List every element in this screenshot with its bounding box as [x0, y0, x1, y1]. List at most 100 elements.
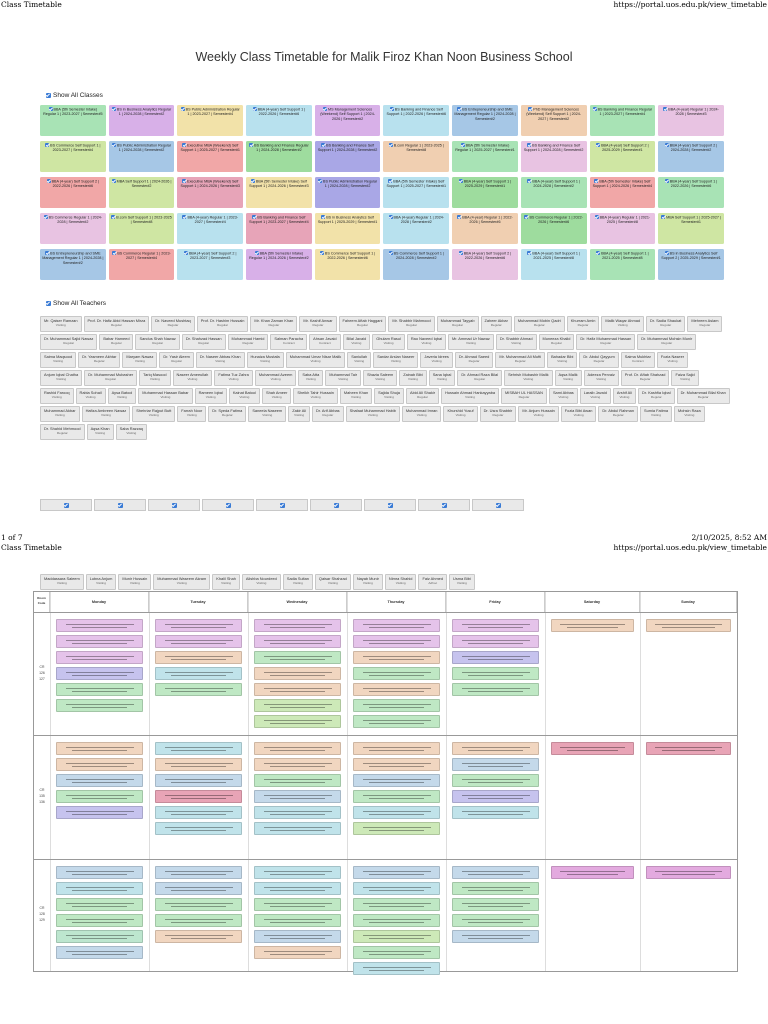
checkbox-icon[interactable] [183, 251, 188, 255]
checkbox-icon[interactable] [387, 503, 393, 508]
teacher-item[interactable]: Zakir Ali Visiting [288, 406, 311, 422]
teacher-item[interactable]: Saima Maqsood Visiting [40, 352, 77, 368]
teacher-item[interactable]: Kainat Batool Visiting [228, 388, 260, 404]
timetable-slot[interactable] [155, 758, 242, 771]
teacher-item[interactable]: Saba Razzaq Visiting [115, 424, 147, 440]
class-item[interactable]: BS Commerce Regular 1 | 2023-2027 | Seme… [108, 249, 175, 280]
class-item[interactable]: BS Commerce Regular 1 | 2022-2026 | Seme… [520, 213, 587, 244]
timetable-slot[interactable] [353, 882, 440, 895]
teacher-item[interactable]: Ahsan Javaid Contract [309, 334, 341, 350]
class-item[interactable]: PhD Management Sciences (Weekend) Self S… [520, 105, 587, 136]
timetable-slot[interactable] [56, 790, 143, 803]
timetable-slot[interactable] [452, 667, 539, 680]
timetable-slot[interactable] [353, 699, 440, 712]
timetable-slot[interactable] [646, 619, 731, 632]
class-item[interactable]: B.com Regular 1 | 2023-2025 | Semester#8 [383, 141, 450, 172]
teacher-item[interactable]: Rameen Iqbal Visiting [194, 388, 227, 404]
checkbox-icon[interactable] [46, 301, 51, 306]
class-item[interactable]: BBA (4-year) Self Support 2 | 2023-2027 … [177, 249, 244, 280]
timetable-slot[interactable] [353, 930, 440, 943]
class-item[interactable]: BS Public Administration Regular 1 | 202… [314, 177, 381, 208]
checkbox-icon[interactable] [252, 107, 257, 111]
teacher-item[interactable]: Aqsa Malik Visiting [554, 370, 582, 386]
checkbox-icon[interactable] [112, 251, 117, 255]
timetable-slot[interactable] [452, 898, 539, 911]
checkbox-icon[interactable] [111, 107, 116, 111]
timetable-slot[interactable] [56, 758, 143, 771]
class-item[interactable]: BBA (4-year) Self Support 2 | 2022-2026 … [452, 249, 518, 280]
timetable-slot[interactable] [452, 742, 539, 755]
checkbox-icon[interactable] [388, 179, 393, 183]
timetable-slot[interactable] [353, 790, 440, 803]
checkbox-icon[interactable] [594, 215, 599, 219]
class-item[interactable]: BS Banking and Finance Self Support 1 | … [246, 213, 312, 244]
class-item[interactable]: BBA (5th Semester Intake) Self Support 1… [383, 177, 450, 208]
class-item[interactable]: BBA (4-year) Self Support 1 | 2021-2025 … [520, 249, 587, 280]
teacher-item[interactable]: Muhammad Azeem Visiting [254, 370, 297, 386]
timetable-slot[interactable] [155, 914, 242, 927]
timetable-slot[interactable] [353, 946, 440, 959]
timetable-slot[interactable] [353, 806, 440, 819]
checkbox-icon[interactable] [527, 179, 532, 183]
checkbox-icon[interactable] [111, 179, 116, 183]
class-item[interactable]: BBA (5th Semester Intake) Regular 1 | 20… [452, 141, 518, 172]
timetable-slot[interactable] [254, 914, 341, 927]
teacher-item[interactable]: Fatima Tuz Zahra Visiting [214, 370, 253, 386]
class-item[interactable]: BBA (4-year) Regular 1 | 2023-2027 | Sem… [177, 213, 244, 244]
class-item[interactable]: BS Public Administration Regular 1 | 202… [177, 105, 244, 136]
checkbox-icon[interactable] [319, 251, 324, 255]
teacher-item[interactable]: Arshif Ali Visiting [612, 388, 637, 404]
class-item[interactable]: BS Commerce Self Support 1 | 2024-2028 |… [383, 249, 450, 280]
timetable-slot[interactable] [155, 806, 242, 819]
timetable-slot[interactable] [452, 806, 539, 819]
show-all-classes-toggle[interactable]: Show All Classes [46, 92, 103, 99]
class-item[interactable]: BBA (4-year) Self Support 2 | 2022-2026 … [40, 177, 106, 208]
timetable-slot[interactable] [353, 822, 440, 835]
checkbox-icon[interactable] [225, 503, 231, 508]
checkbox-icon[interactable] [389, 107, 394, 111]
checkbox-icon[interactable] [321, 215, 326, 219]
class-item[interactable]: BBA (4-year) Self Support 1 | 2022-2026 … [658, 177, 724, 208]
timetable-slot[interactable] [254, 822, 341, 835]
timetable-slot[interactable] [155, 635, 242, 648]
timetable-slot[interactable] [254, 946, 341, 959]
teacher-item[interactable]: Saneela Naseem Visiting [248, 406, 287, 422]
teacher-item[interactable]: Bilal Javaid Visiting [342, 334, 371, 350]
teacher-item[interactable]: Dr. Abdul Rahman Regular [598, 406, 638, 422]
teacher-item[interactable]: Fozia Naseer Visiting [656, 352, 689, 368]
timetable-slot[interactable] [551, 619, 634, 632]
timetable-slot[interactable] [56, 667, 143, 680]
teacher-item[interactable]: Qaisar Shahzad Visiting [314, 574, 351, 590]
timetable-slot[interactable] [254, 790, 341, 803]
class-item[interactable]: BBA (4-year) Self Support 1 | 2021-2025 … [589, 249, 656, 280]
teacher-item[interactable]: Dr. Kashfia Iqbal Regular [638, 388, 675, 404]
teacher-item[interactable]: Mr. Qaiser Ramzan Visiting [40, 316, 82, 332]
class-item[interactable]: BBA (4-year) Regular 1 | 2024-2028 | Sem… [658, 105, 724, 136]
timetable-slot[interactable] [56, 806, 143, 819]
teacher-item[interactable]: Mr. Muhammad Ali Mufti Regular [495, 352, 546, 368]
checkbox-icon[interactable] [48, 107, 53, 111]
timetable-slot[interactable] [56, 930, 143, 943]
class-item[interactable]: BS Banking and Finance Regular 1 | 2024-… [246, 141, 312, 172]
teacher-item[interactable]: Munir Hussain Visiting [118, 574, 152, 590]
timetable-slot[interactable] [254, 882, 341, 895]
timetable-slot[interactable] [56, 914, 143, 927]
timetable-slot[interactable] [254, 651, 341, 664]
teacher-item[interactable]: Ghulam Rasul Visiting [372, 334, 405, 350]
teacher-item[interactable]: Dr. Yasmeen Akhtar Regular [78, 352, 121, 368]
teacher-item[interactable]: Dr. Naveed Mushtaq Regular [151, 316, 195, 332]
teacher-item[interactable]: Salman Paracha Contract [270, 334, 308, 350]
timetable-slot[interactable] [646, 742, 731, 755]
timetable-slot[interactable] [155, 742, 242, 755]
checkbox-icon[interactable] [333, 503, 339, 508]
teacher-item[interactable]: Dr. Shahzad Hassan Regular [181, 334, 226, 350]
class-item[interactable]: BS Banking and Finance Self Support 1 | … [383, 105, 450, 136]
checkbox-icon[interactable] [388, 251, 393, 255]
teacher-item[interactable] [364, 499, 416, 511]
class-item[interactable]: BBA (5th Semester Intake) Regular 1 | 20… [40, 105, 106, 136]
class-item[interactable]: BBA (5th Semester Intake) Self Support 1… [246, 177, 312, 208]
class-item[interactable]: BS Entrepreneurship and SME Management R… [452, 105, 518, 136]
timetable-slot[interactable] [155, 651, 242, 664]
checkbox-icon[interactable] [45, 143, 50, 147]
teacher-item[interactable]: Muhammad Mobin Qadri Regular [513, 316, 565, 332]
